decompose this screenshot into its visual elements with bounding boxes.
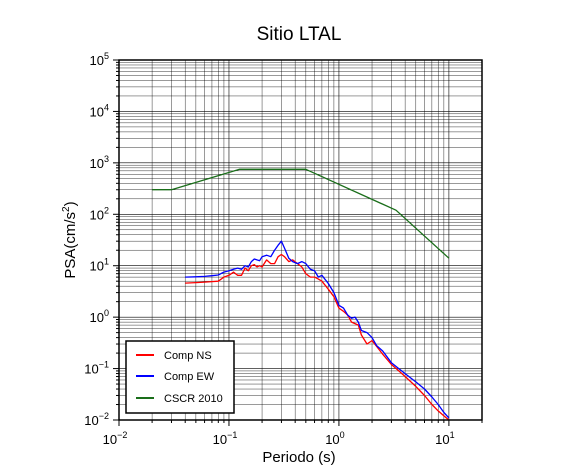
plot-frame xyxy=(118,59,483,421)
y-tick-label: 10−1 xyxy=(84,360,109,377)
x-tick-label-base: 10 xyxy=(103,432,117,447)
grid-lines xyxy=(118,59,483,421)
x-tick-labels: 10−2 10−1 100 101 xyxy=(103,430,455,447)
y-axis-label-superscript: 2 xyxy=(61,206,72,212)
series-line-comp-ns xyxy=(185,253,450,421)
y-axis-label: PSA(cm/s2) xyxy=(61,201,79,278)
x-tick-label-base: 10 xyxy=(325,432,339,447)
y-tick-label-base: 10 xyxy=(90,207,104,222)
legend: Comp NS Comp EW CSCR 2010 xyxy=(125,340,235,414)
x-tick-label-base: 10 xyxy=(213,432,227,447)
legend-label-comp-ns: Comp NS xyxy=(164,350,212,362)
y-tick-label-base: 10 xyxy=(90,104,104,119)
y-tick-label-exponent: 2 xyxy=(104,205,109,215)
series-line-comp-ew xyxy=(185,240,450,419)
y-tick-label-exponent: 5 xyxy=(104,51,109,61)
y-tick-label: 10−2 xyxy=(84,411,109,428)
y-tick-label-base: 10 xyxy=(90,53,104,68)
y-tick-label-base: 10 xyxy=(90,310,104,325)
x-tick-label-exponent: 1 xyxy=(450,430,455,440)
x-tick-label-exponent: −2 xyxy=(117,430,127,440)
x-axis-label: Periodo (s) xyxy=(262,449,335,466)
x-tick-label: 100 xyxy=(325,430,344,447)
legend-label-cscr-2010: CSCR 2010 xyxy=(164,393,223,405)
y-axis-label-close: ) xyxy=(62,201,79,206)
legend-label-comp-ew: Comp EW xyxy=(164,371,215,383)
y-tick-label-base: 10 xyxy=(90,156,104,171)
x-tick-label-exponent: 0 xyxy=(340,430,345,440)
y-tick-label: 104 xyxy=(90,102,109,119)
chart-title: Sitio LTAL xyxy=(257,24,342,45)
y-axis-label-main: PSA(cm/s xyxy=(62,212,79,279)
y-tick-label: 100 xyxy=(90,308,109,325)
y-tick-label-exponent: 0 xyxy=(104,308,109,318)
y-tick-label-base: 10 xyxy=(84,413,98,428)
x-tick-label: 101 xyxy=(435,430,454,447)
x-tick-label-exponent: −1 xyxy=(227,430,237,440)
x-tick-label: 10−1 xyxy=(213,430,238,447)
y-tick-label-exponent: 4 xyxy=(104,102,109,112)
x-tick-label-base: 10 xyxy=(435,432,449,447)
y-tick-label-exponent: 3 xyxy=(104,154,109,164)
y-tick-label: 103 xyxy=(90,154,109,171)
series-line-cscr-2010 xyxy=(152,168,450,259)
y-tick-label-base: 10 xyxy=(84,362,98,377)
data-series xyxy=(152,168,450,421)
y-tick-label: 102 xyxy=(90,205,109,222)
y-tick-label-exponent: −2 xyxy=(99,411,109,421)
axis-ticks xyxy=(113,59,483,426)
y-tick-label: 101 xyxy=(90,257,109,274)
y-tick-label-exponent: −1 xyxy=(99,360,109,370)
y-tick-label-base: 10 xyxy=(90,259,104,274)
y-tick-label: 105 xyxy=(90,51,109,68)
y-tick-label-exponent: 1 xyxy=(104,257,109,267)
x-tick-label: 10−2 xyxy=(103,430,128,447)
